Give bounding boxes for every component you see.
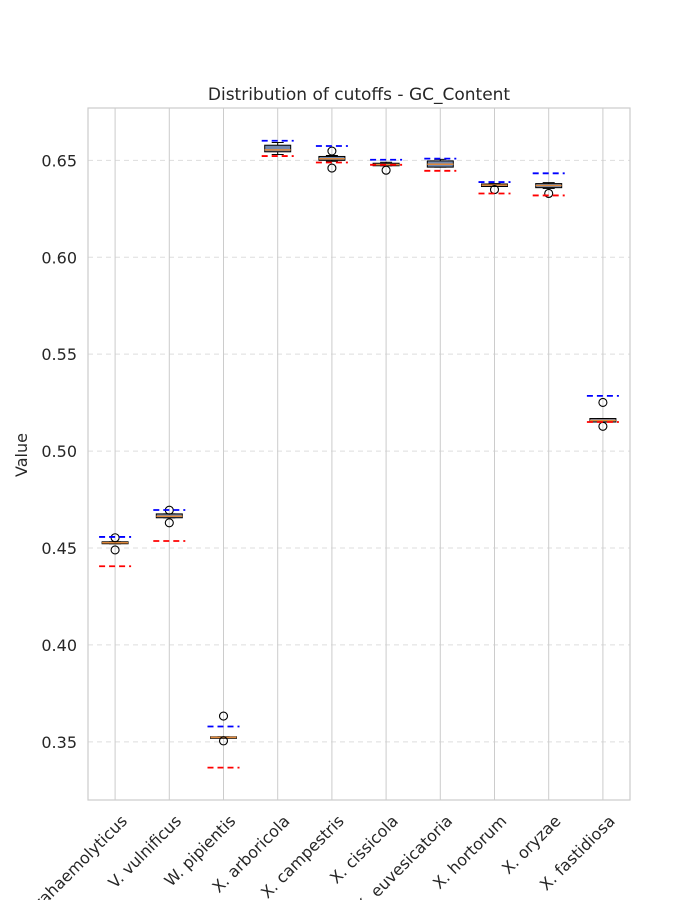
box-group	[424, 157, 457, 172]
box	[264, 144, 292, 153]
grid	[88, 108, 630, 800]
box-group	[99, 533, 132, 568]
y-tick-label: 0.40	[41, 636, 77, 655]
outlier-point	[598, 397, 608, 407]
outlier-point	[381, 165, 391, 175]
box-group	[315, 145, 348, 173]
box-group	[586, 394, 619, 431]
outlier-point	[218, 736, 229, 746]
y-tick-label: 0.55	[41, 345, 77, 364]
box-group	[153, 505, 186, 542]
outlier-point	[164, 518, 174, 528]
y-tick-label: 0.35	[41, 733, 77, 752]
y-tick-label: 0.65	[41, 151, 77, 170]
outlier-point	[544, 188, 554, 199]
y-axis-label: Value	[12, 433, 31, 477]
outlier-point	[327, 146, 337, 156]
y-tick-label: 0.50	[41, 442, 77, 461]
chart-marks	[99, 139, 619, 769]
y-tick-label: 0.45	[41, 539, 77, 558]
chart-title: Distribution of cutoffs - GC_Content	[208, 85, 511, 105]
box-group	[261, 139, 294, 157]
box-group	[532, 172, 565, 199]
box-group	[207, 711, 240, 769]
y-tick-label: 0.60	[41, 248, 77, 267]
box-group	[370, 158, 403, 175]
outlier-point	[218, 711, 229, 721]
plot-frame	[87, 107, 631, 801]
outlier-point	[327, 163, 337, 173]
outlier-point	[110, 545, 120, 555]
box-group	[478, 181, 511, 195]
